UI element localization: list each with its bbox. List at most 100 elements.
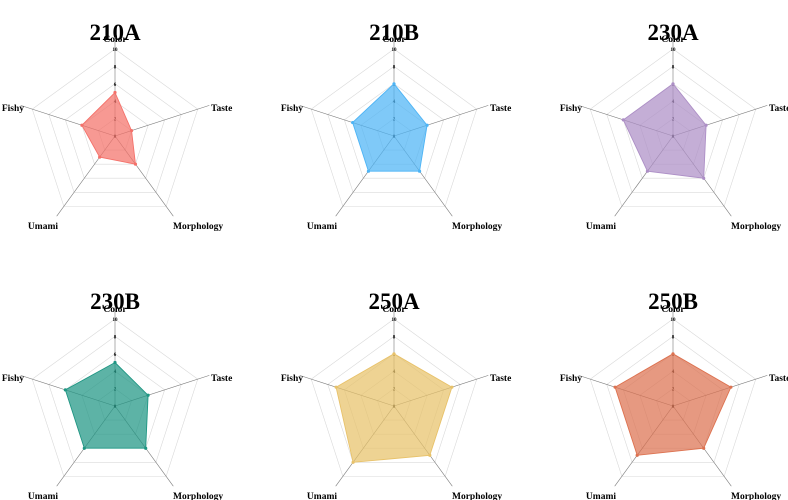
axis-label-morphology: Morphology	[173, 492, 223, 500]
data-point	[334, 385, 338, 389]
series-area	[614, 353, 732, 456]
axis-label-color: Color	[103, 35, 127, 45]
data-point	[146, 393, 150, 397]
tick-label: 8	[114, 335, 117, 340]
series-area	[335, 353, 453, 463]
data-point	[613, 385, 617, 389]
grid-ring	[48, 66, 182, 193]
grid-ring	[327, 336, 461, 463]
data-point	[702, 176, 706, 180]
data-point	[98, 155, 102, 159]
data-point	[645, 169, 650, 173]
data-point	[425, 123, 429, 127]
tick-label: 10	[671, 48, 677, 53]
series-area	[81, 91, 136, 165]
axis-label-fishy: Fishy	[560, 104, 582, 114]
tick-label: 8	[393, 65, 396, 70]
grid-ring	[310, 318, 478, 477]
axis-label-umami: Umami	[28, 492, 58, 500]
tick-label: 10	[671, 318, 677, 323]
axis-label-fishy: Fishy	[281, 104, 303, 114]
axis-label-umami: Umami	[586, 492, 616, 500]
data-point	[82, 446, 86, 450]
tick-label: 8	[393, 335, 396, 340]
data-point	[704, 123, 708, 127]
data-point	[113, 90, 117, 95]
series-area	[352, 83, 428, 172]
axis-label-umami: Umami	[586, 222, 616, 232]
series-area	[622, 83, 707, 179]
grid-ring	[65, 83, 165, 179]
data-point	[671, 352, 675, 356]
tick-label: 8	[672, 335, 675, 340]
axis-label-color: Color	[382, 35, 406, 45]
grid-ring	[327, 66, 461, 193]
data-point	[113, 360, 117, 365]
radar-chart: 210A1086420ColorTasteMorphologyUmamiFish…	[2, 20, 232, 232]
tick-label: 10	[392, 318, 398, 323]
grid-ring	[589, 48, 757, 207]
axis-label-morphology: Morphology	[731, 492, 781, 500]
axis-label-color: Color	[661, 35, 685, 45]
axis-label-color: Color	[661, 305, 685, 315]
axis-label-fishy: Fishy	[2, 104, 24, 114]
data-point	[392, 82, 396, 86]
axis-label-morphology: Morphology	[452, 492, 502, 500]
radar-chart: 230A1086420ColorTasteMorphologyUmamiFish…	[560, 20, 788, 232]
radar-chart: 250A1086420ColorTasteMorphologyUmamiFish…	[281, 289, 511, 500]
data-point	[671, 82, 675, 86]
axis-label-fishy: Fishy	[2, 374, 24, 384]
tick-label: 8	[672, 65, 675, 70]
radar-chart: 210B1086420ColorTasteMorphologyUmamiFish…	[281, 20, 511, 232]
tick-label: 10	[113, 318, 119, 323]
axis-label-taste: Taste	[211, 104, 232, 114]
axis-label-taste: Taste	[490, 104, 511, 114]
grid-ring	[31, 48, 199, 207]
data-point	[366, 169, 371, 173]
data-point	[702, 446, 706, 450]
tick-label: 6	[114, 83, 117, 88]
axis-label-fishy: Fishy	[281, 374, 303, 384]
data-point	[635, 453, 639, 457]
axis-label-taste: Taste	[490, 374, 511, 384]
grid-ring	[48, 336, 182, 463]
data-point	[392, 352, 396, 356]
axis-label-taste: Taste	[769, 374, 788, 384]
data-point	[351, 460, 355, 464]
data-point	[129, 129, 134, 133]
tick-label: 6	[114, 353, 117, 358]
axis-label-taste: Taste	[769, 104, 788, 114]
axis-label-taste: Taste	[211, 374, 232, 384]
data-point	[144, 446, 148, 450]
axis-label-morphology: Morphology	[731, 222, 781, 232]
data-point	[63, 388, 67, 392]
radar-chart: 250B1086420ColorTasteMorphologyUmamiFish…	[560, 289, 788, 500]
data-point	[80, 123, 84, 127]
data-point	[428, 453, 432, 457]
data-point	[621, 118, 625, 122]
data-point	[729, 385, 733, 389]
grid-ring	[589, 318, 757, 477]
axis-label-color: Color	[382, 305, 406, 315]
grid-ring	[606, 66, 740, 193]
grid-ring	[344, 83, 444, 179]
data-point	[450, 385, 454, 389]
grid-ring	[31, 318, 199, 477]
data-point	[351, 120, 355, 125]
series-area	[64, 361, 149, 449]
tick-label: 10	[113, 48, 119, 53]
radar-chart: 230B1086420ColorTasteMorphologyUmamiFish…	[2, 289, 232, 500]
axis-label-morphology: Morphology	[173, 222, 223, 232]
grid-ring	[606, 336, 740, 463]
axis-label-morphology: Morphology	[452, 222, 502, 232]
tick-label: 10	[392, 48, 398, 53]
axis-label-fishy: Fishy	[560, 374, 582, 384]
axis-label-umami: Umami	[307, 492, 337, 500]
axis-label-umami: Umami	[307, 222, 337, 232]
axis-label-color: Color	[103, 305, 127, 315]
axis-label-umami: Umami	[28, 222, 58, 232]
data-point	[417, 169, 422, 173]
tick-label: 8	[114, 65, 117, 70]
grid-ring	[310, 48, 478, 207]
